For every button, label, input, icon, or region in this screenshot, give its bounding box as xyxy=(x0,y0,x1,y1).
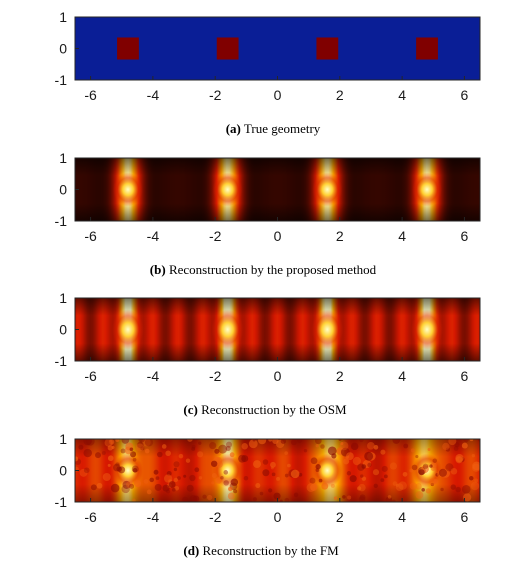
x-tick-label: -6 xyxy=(84,509,97,525)
panel-a: 1 0 -1 -6 -4 -2 0 2 4 6 (a) True geometry xyxy=(55,9,481,136)
caption-text-c: Reconstruction by the OSM xyxy=(201,402,347,417)
x-tick-label: -6 xyxy=(84,87,97,103)
x-tick-label: 2 xyxy=(336,228,344,244)
x-tick-label: -4 xyxy=(147,509,160,525)
x-tick-label: 4 xyxy=(398,228,406,244)
plot-c xyxy=(74,297,481,362)
caption-tag-c: (c) xyxy=(183,402,197,417)
y-tick-label: 1 xyxy=(59,9,67,25)
y-tick-label: 0 xyxy=(59,182,67,198)
scatterer-3 xyxy=(316,37,339,60)
caption-text-d: Reconstruction by the FM xyxy=(203,543,340,558)
x-tick-label: -4 xyxy=(147,368,160,384)
y-tick-label: -1 xyxy=(55,353,68,369)
x-tick-label: -2 xyxy=(209,509,222,525)
geometry-background xyxy=(75,17,480,80)
panel-b: 1 0 -1 -6 -4 -2 0 2 4 6 (b) Reconstruction by th… xyxy=(55,150,481,277)
x-tick-label: 4 xyxy=(398,509,406,525)
y-ticks-c: 1 0 -1 xyxy=(55,290,68,369)
x-tick-label: 0 xyxy=(274,228,282,244)
x-tick-label: 6 xyxy=(461,228,469,244)
hotspot-c-3 xyxy=(311,309,344,350)
y-tick-label: 1 xyxy=(59,290,67,306)
x-ticks-d: -6 -4 -2 0 2 4 6 xyxy=(84,509,468,525)
x-tick-label: -2 xyxy=(209,87,222,103)
y-ticks-a: 1 0 -1 xyxy=(55,9,68,88)
y-ticks-b: 1 0 -1 xyxy=(55,150,68,229)
x-tick-label: 0 xyxy=(274,87,282,103)
y-tick-label: 0 xyxy=(59,41,67,57)
y-tick-label: -1 xyxy=(55,213,68,229)
x-tick-label: 6 xyxy=(461,368,469,384)
hotspot-b-2 xyxy=(212,172,243,207)
x-tick-label: -6 xyxy=(84,228,97,244)
x-ticks-b: -6 -4 -2 0 2 4 6 xyxy=(84,228,468,244)
y-tick-label: 1 xyxy=(59,431,67,447)
x-tick-label: 6 xyxy=(461,87,469,103)
y-tick-label: 0 xyxy=(59,322,67,338)
caption-tag-d: (d) xyxy=(183,543,199,558)
x-tick-label: -2 xyxy=(209,368,222,384)
caption-c: (c) Reconstruction by the OSM xyxy=(183,402,347,417)
caption-text-b: Reconstruction by the proposed method xyxy=(169,262,377,277)
hotspot-c-2 xyxy=(211,309,244,350)
plot-a xyxy=(74,16,481,81)
x-tick-label: 4 xyxy=(398,87,406,103)
scatterer-1 xyxy=(117,37,139,60)
y-tick-label: 1 xyxy=(59,150,67,166)
y-tick-label: -1 xyxy=(55,72,68,88)
x-tick-label: -2 xyxy=(209,228,222,244)
hotspot-b-4 xyxy=(412,172,443,207)
x-tick-label: 0 xyxy=(274,368,282,384)
x-tick-label: -4 xyxy=(147,228,160,244)
x-ticks-c: -6 -4 -2 0 2 4 6 xyxy=(84,368,468,384)
x-tick-label: 2 xyxy=(336,509,344,525)
plot-b xyxy=(74,157,481,222)
x-tick-label: 2 xyxy=(336,368,344,384)
plot-d xyxy=(74,438,481,503)
panel-d: 1 0 -1 -6 -4 -2 0 2 4 6 (d) Reconstruction by th… xyxy=(55,431,481,558)
y-ticks-d: 1 0 -1 xyxy=(55,431,68,510)
caption-d: (d) Reconstruction by the FM xyxy=(183,543,339,558)
caption-a: (a) True geometry xyxy=(226,121,321,136)
hotspot-b-3 xyxy=(312,172,343,207)
x-tick-label: 6 xyxy=(461,509,469,525)
y-tick-label: -1 xyxy=(55,494,68,510)
x-tick-label: 2 xyxy=(336,87,344,103)
caption-text-a: True geometry xyxy=(244,121,321,136)
hotspot-b-1 xyxy=(112,172,143,207)
y-tick-label: 0 xyxy=(59,463,67,479)
hotspot-c-4 xyxy=(411,309,444,350)
x-ticks-a: -6 -4 -2 0 2 4 6 xyxy=(84,87,468,103)
caption-tag-b: (b) xyxy=(150,262,166,277)
x-tick-label: -6 xyxy=(84,368,97,384)
panel-c: 1 0 -1 -6 -4 -2 0 2 4 6 (c) Reconstruction by th… xyxy=(55,290,481,417)
hotspot-c-1 xyxy=(111,309,144,350)
x-tick-label: -4 xyxy=(147,87,160,103)
caption-b: (b) Reconstruction by the proposed metho… xyxy=(150,262,377,277)
caption-tag-a: (a) xyxy=(226,121,241,136)
x-tick-label: 4 xyxy=(398,368,406,384)
scatterer-4 xyxy=(416,37,438,60)
x-tick-label: 0 xyxy=(274,509,282,525)
scatterer-2 xyxy=(216,37,239,60)
hotspot-d-1 xyxy=(112,453,143,488)
